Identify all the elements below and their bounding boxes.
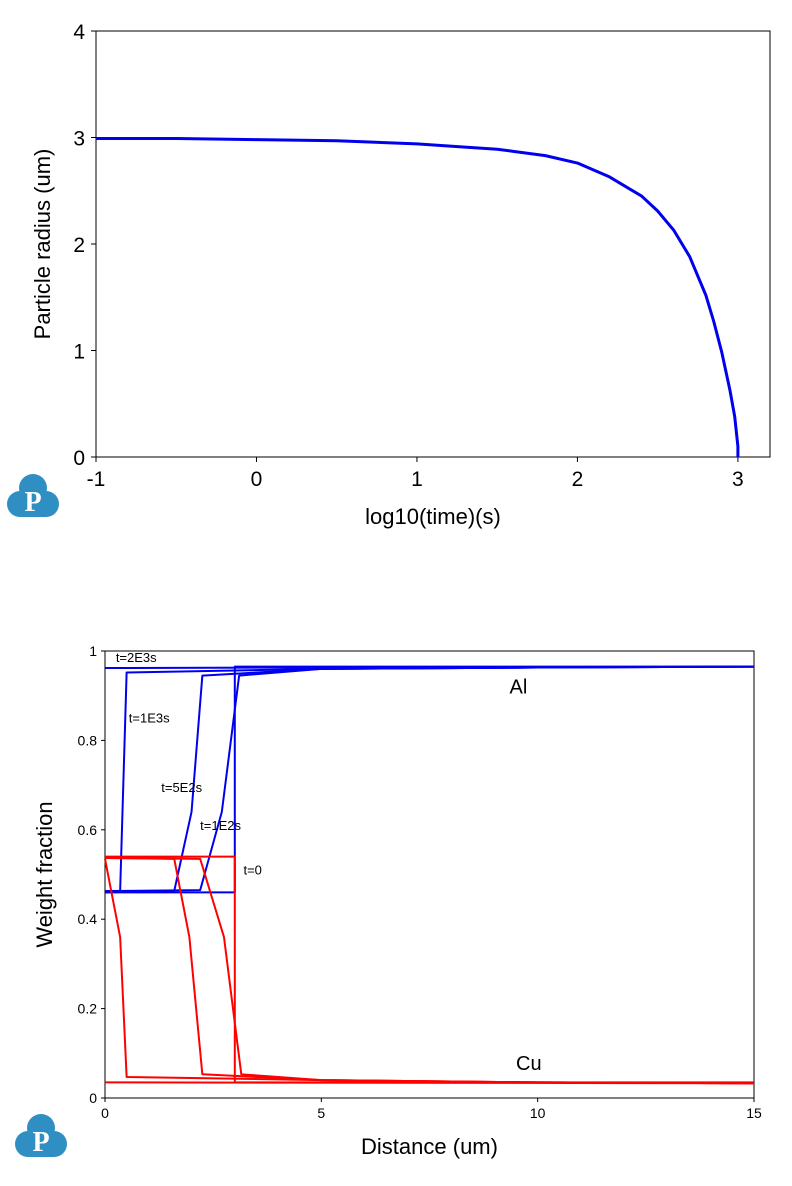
annotation-label: t=0: [243, 863, 261, 878]
plot-frame: [104, 650, 755, 1099]
y-tick-label: 0.8: [78, 732, 98, 748]
y-tick-label: 3: [73, 128, 85, 151]
logo-bottom: P: [14, 1112, 68, 1162]
logo-top: P: [6, 472, 60, 522]
logo-letter: P: [24, 487, 41, 518]
y-tick-label: 0: [73, 447, 85, 470]
y-tick-label: 1: [89, 643, 97, 659]
logo-cloud-icon: P: [15, 1114, 67, 1158]
y-tick-label: 1: [73, 341, 85, 364]
series-line-2: [104, 665, 755, 894]
plot-frame: [95, 30, 771, 458]
series-group: [96, 137, 740, 457]
y-axis-label: Particle radius (um): [30, 149, 55, 340]
y-tick-label: 0: [89, 1090, 97, 1106]
x-axis-label: log10(time)(s): [365, 504, 501, 529]
y-tick-label: 2: [73, 234, 85, 257]
y-axis-label: Weight fraction: [32, 801, 57, 947]
logo-letter: P: [32, 1127, 49, 1158]
annotation-label: t=1E3s: [129, 711, 170, 726]
x-tick-label: 15: [746, 1105, 762, 1121]
x-axis-label: Distance (um): [361, 1134, 498, 1159]
x-tick-label: 1: [411, 468, 423, 491]
x-tick-label: 0: [251, 468, 263, 491]
x-tick-label: -1: [87, 468, 106, 491]
series-line-0: [96, 137, 740, 457]
x-tick-label: 10: [530, 1105, 546, 1121]
x-tick-label: 2: [572, 468, 584, 491]
annotation-label: Al: [510, 676, 528, 698]
y-tick-label: 0.6: [78, 822, 98, 838]
series-line-4: [104, 665, 755, 669]
y-tick-label: 0.4: [78, 911, 98, 927]
series-line-9: [104, 1081, 755, 1085]
annotation-label: Cu: [516, 1053, 542, 1075]
x-tick-label: 0: [101, 1105, 109, 1121]
series-line-0: [105, 665, 754, 894]
series-line-5: [105, 855, 754, 1084]
x-tick-label: 3: [732, 468, 744, 491]
y-tick-label: 0.2: [78, 1001, 98, 1017]
weight-fraction-chart: 0 5 10 15 0 0.2 0.4 0.6 0.8 1 Distance (um) Weight …: [32, 643, 762, 1159]
y-tick-label: 4: [73, 21, 85, 44]
x-tick-label: 5: [317, 1105, 325, 1121]
logo-cloud-icon: P: [7, 474, 59, 518]
annotation-label: t=1E2s: [200, 818, 241, 833]
annotation-label: t=2E3s: [116, 650, 157, 665]
series-line-3: [104, 665, 755, 894]
series-group: [104, 665, 755, 1085]
annotation-label: t=5E2s: [161, 780, 202, 795]
